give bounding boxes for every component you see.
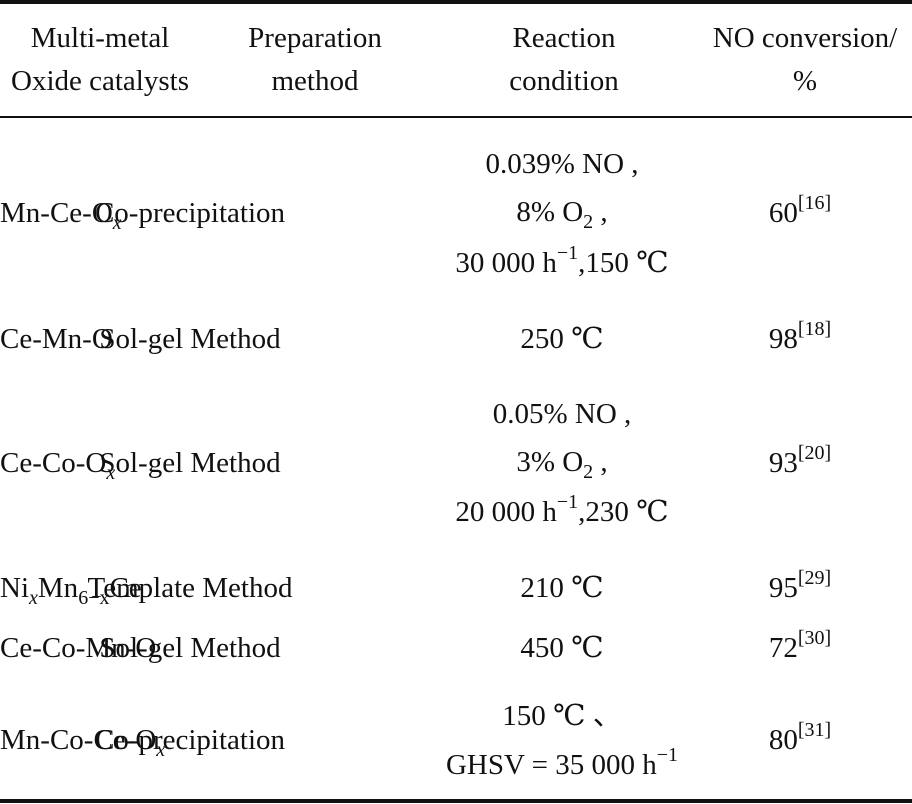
table-row-conversion: 95[29] bbox=[768, 567, 832, 604]
table-top-rule bbox=[0, 0, 912, 4]
header-method: Preparation method bbox=[248, 22, 382, 97]
table-row-condition: 8% O2 , bbox=[516, 196, 608, 233]
table-row-method: Co-precipitation bbox=[94, 724, 286, 756]
table-row-catalyst: Ce-Mn-O bbox=[0, 323, 113, 355]
table-row-condition: 0.039% NO , bbox=[485, 148, 639, 180]
table-row-condition: 450 ℃ bbox=[520, 632, 604, 664]
table-row-condition: 250 ℃ bbox=[520, 323, 604, 355]
table-bottom-rule bbox=[0, 799, 912, 803]
table-row-condition: 210 ℃ bbox=[520, 572, 604, 604]
table-row-condition: 30 000 h−1,150 ℃ bbox=[455, 242, 669, 279]
table-row-condition: 0.05% NO , bbox=[492, 398, 632, 430]
table-row-catalyst: Mn-Co-Ce-Ox bbox=[0, 724, 166, 761]
table-row-method: Sol-gel Method bbox=[99, 632, 281, 664]
table-row-catalyst: NixMn6−xCe bbox=[0, 572, 142, 609]
table-row-catalyst: Ce-Co-Ox bbox=[0, 447, 116, 484]
table-row-conversion: 98[18] bbox=[768, 318, 832, 355]
table-row-method: Sol-gel Method bbox=[99, 447, 281, 479]
table-row-conversion: 72[30] bbox=[768, 627, 832, 664]
table-row-conversion: 60[16] bbox=[768, 192, 832, 229]
table-row-condition: 20 000 h−1,230 ℃ bbox=[455, 491, 669, 528]
table-row-method: Sol-gel Method bbox=[99, 323, 281, 355]
table-row-conversion: 80[31] bbox=[768, 719, 832, 756]
header-condition: Reaction condition bbox=[509, 22, 619, 97]
table-row-condition: 150 ℃ 、 bbox=[502, 700, 622, 732]
table-row-method: Co-precipitation bbox=[94, 197, 286, 229]
table-row-catalyst: Ce-Co-Mn-O bbox=[0, 632, 157, 664]
table-row-condition: GHSV = 35 000 h−1 bbox=[445, 744, 679, 781]
header-conversion: NO conversion/% bbox=[712, 22, 898, 97]
table-header-rule bbox=[0, 116, 912, 118]
table-row-method: Template Method bbox=[87, 572, 293, 604]
header-catalyst: Multi-metal Oxide catalysts bbox=[11, 22, 189, 97]
table-row-condition: 3% O2 , bbox=[516, 446, 608, 483]
table-row-catalyst: Mn-Ce-Ox bbox=[0, 197, 122, 234]
table-row-conversion: 93[20] bbox=[768, 442, 832, 479]
